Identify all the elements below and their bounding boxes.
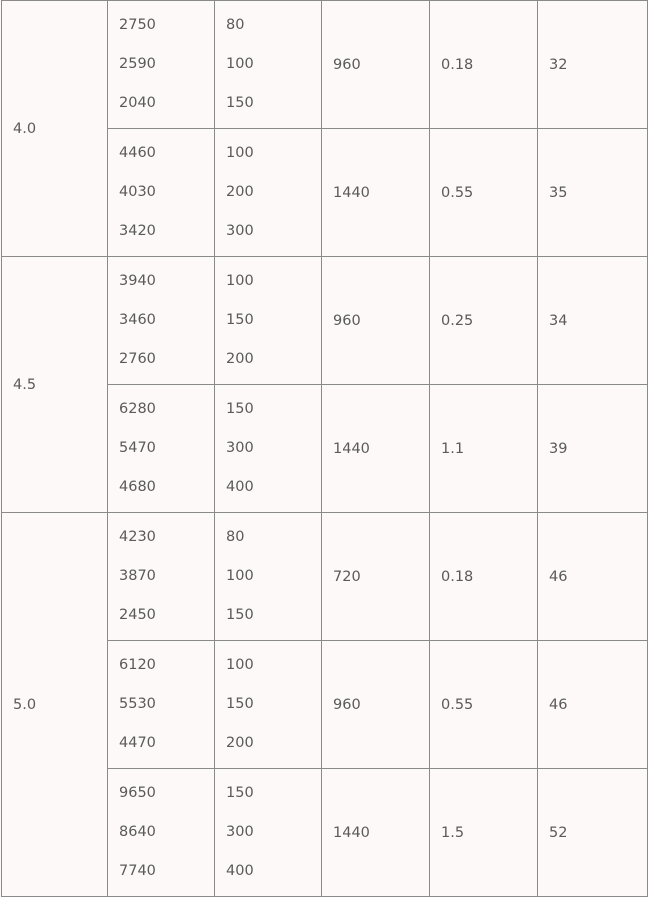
table-row: 4.0 2750 2590 2040 80 100 150 960 0.18 32 [1, 0, 648, 257]
multi-value-cell: 100 200 300 [214, 128, 322, 257]
cell-value: 2760 [119, 351, 156, 367]
value-cell: 1.1 [429, 384, 538, 513]
cell-value: 300 [226, 223, 254, 239]
cell-value: 5530 [119, 696, 156, 712]
cell-value: 100 [226, 273, 254, 289]
multi-value-cell: 80 100 150 [214, 512, 322, 641]
table-row: 6280 5470 4680 150 300 400 1440 1.1 39 [2, 384, 648, 513]
cell-value: 150 [226, 95, 254, 111]
cell-value: 400 [226, 863, 254, 879]
value-cell: 0.18 [429, 512, 538, 641]
value-cell: 0.55 [429, 128, 538, 257]
cell-value: 4470 [119, 735, 156, 751]
cell-value: 150 [226, 696, 254, 712]
multi-value-cell: 4230 3870 2450 [107, 512, 215, 641]
multi-value-cell: 150 300 400 [214, 768, 322, 897]
value-cell: 0.18 [429, 0, 538, 129]
value-cell: 52 [537, 768, 648, 897]
cell-value: 80 [226, 529, 245, 545]
cell-value: 150 [226, 785, 254, 801]
multi-value-cell: 100 150 200 [214, 640, 322, 769]
cell-value: 2750 [119, 17, 156, 33]
value-cell: 35 [537, 128, 648, 257]
value-cell: 0.55 [429, 640, 538, 769]
multi-value-cell: 2750 2590 2040 [107, 0, 215, 129]
cell-value: 80 [226, 17, 245, 33]
cell-value: 4030 [119, 184, 156, 200]
table-row: 6120 5530 4470 100 150 200 960 0.55 46 [2, 640, 648, 769]
group-label-cell: 4.5 [1, 256, 108, 513]
cell-value: 150 [226, 607, 254, 623]
multi-value-cell: 80 100 150 [214, 0, 322, 129]
value-cell: 1440 [321, 768, 430, 897]
cell-value: 150 [226, 312, 254, 328]
value-cell: 1.5 [429, 768, 538, 897]
multi-value-cell: 6120 5530 4470 [107, 640, 215, 769]
value-cell: 1440 [321, 128, 430, 257]
table-row: 4.5 3940 3460 2760 100 150 200 960 0.25 34 [1, 256, 648, 513]
value-cell: 46 [537, 512, 648, 641]
value-cell: 39 [537, 384, 648, 513]
group-label-cell: 4.0 [1, 0, 108, 257]
cell-value: 4230 [119, 529, 156, 545]
cell-value: 300 [226, 440, 254, 456]
cell-value: 2040 [119, 95, 156, 111]
cell-value: 100 [226, 657, 254, 673]
cell-value: 5470 [119, 440, 156, 456]
multi-value-cell: 4460 4030 3420 [107, 128, 215, 257]
cell-value: 7740 [119, 863, 156, 879]
value-cell: 46 [537, 640, 648, 769]
cell-value: 8640 [119, 824, 156, 840]
multi-value-cell: 9650 8640 7740 [107, 768, 215, 897]
cell-value: 4460 [119, 145, 156, 161]
multi-value-cell: 150 300 400 [214, 384, 322, 513]
cell-value: 3420 [119, 223, 156, 239]
multi-value-cell: 6280 5470 4680 [107, 384, 215, 513]
cell-value: 2590 [119, 56, 156, 72]
multi-value-cell: 3940 3460 2760 [107, 256, 215, 385]
table-row: 5.0 4230 3870 2450 80 100 150 720 0.18 46 [1, 512, 648, 897]
value-cell: 960 [321, 0, 430, 129]
value-cell: 34 [537, 256, 648, 385]
cell-value: 300 [226, 824, 254, 840]
cell-value: 150 [226, 401, 254, 417]
table-row: 4460 4030 3420 100 200 300 1440 0.55 35 [2, 128, 648, 257]
value-cell: 32 [537, 0, 648, 129]
multi-value-cell: 100 150 200 [214, 256, 322, 385]
cell-value: 3940 [119, 273, 156, 289]
value-cell: 720 [321, 512, 430, 641]
cell-value: 400 [226, 479, 254, 495]
cell-value: 100 [226, 568, 254, 584]
cell-value: 3460 [119, 312, 156, 328]
cell-value: 6280 [119, 401, 156, 417]
cell-value: 3870 [119, 568, 156, 584]
cell-value: 2450 [119, 607, 156, 623]
cell-value: 200 [226, 735, 254, 751]
value-cell: 960 [321, 256, 430, 385]
cell-value: 9650 [119, 785, 156, 801]
value-cell: 960 [321, 640, 430, 769]
value-cell: 0.25 [429, 256, 538, 385]
value-cell: 1440 [321, 384, 430, 513]
cell-value: 200 [226, 184, 254, 200]
cell-value: 200 [226, 351, 254, 367]
cell-value: 100 [226, 145, 254, 161]
cell-value: 4680 [119, 479, 156, 495]
cell-value: 100 [226, 56, 254, 72]
cell-value: 6120 [119, 657, 156, 673]
group-label-cell: 5.0 [1, 512, 108, 897]
